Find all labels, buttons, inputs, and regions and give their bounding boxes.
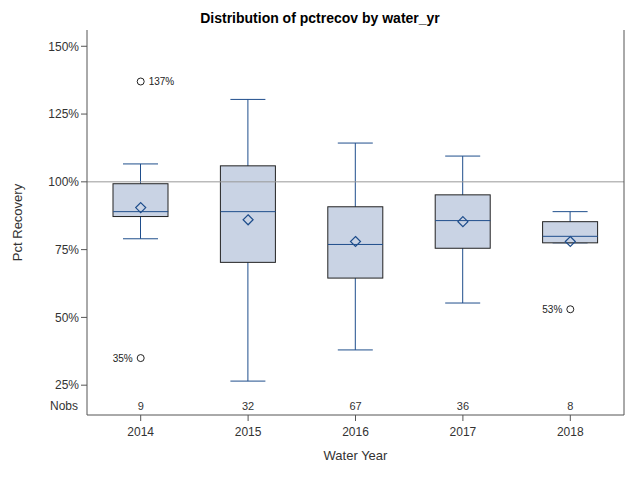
svg-text:100%: 100%	[48, 175, 79, 189]
svg-text:Water Year: Water Year	[324, 448, 389, 463]
svg-text:53%: 53%	[542, 304, 562, 315]
svg-text:137%: 137%	[149, 76, 175, 87]
svg-text:8: 8	[567, 400, 573, 412]
svg-text:32: 32	[242, 400, 254, 412]
svg-text:2015: 2015	[235, 425, 262, 439]
svg-text:9: 9	[138, 400, 144, 412]
svg-text:67: 67	[349, 400, 361, 412]
svg-text:36: 36	[457, 400, 469, 412]
svg-text:50%: 50%	[55, 311, 79, 325]
svg-text:75%: 75%	[55, 243, 79, 257]
svg-text:2016: 2016	[342, 425, 369, 439]
svg-text:Nobs: Nobs	[50, 399, 78, 413]
svg-text:2014: 2014	[127, 425, 154, 439]
svg-text:35%: 35%	[113, 353, 133, 364]
svg-text:125%: 125%	[48, 107, 79, 121]
svg-text:Pct Recovery: Pct Recovery	[10, 183, 25, 261]
svg-text:25%: 25%	[55, 378, 79, 392]
svg-text:2018: 2018	[557, 425, 584, 439]
svg-text:150%: 150%	[48, 40, 79, 54]
svg-text:2017: 2017	[450, 425, 477, 439]
html-text:Distribution of pctrecov by wa: Distribution of pctrecov by water_yr	[200, 10, 440, 26]
